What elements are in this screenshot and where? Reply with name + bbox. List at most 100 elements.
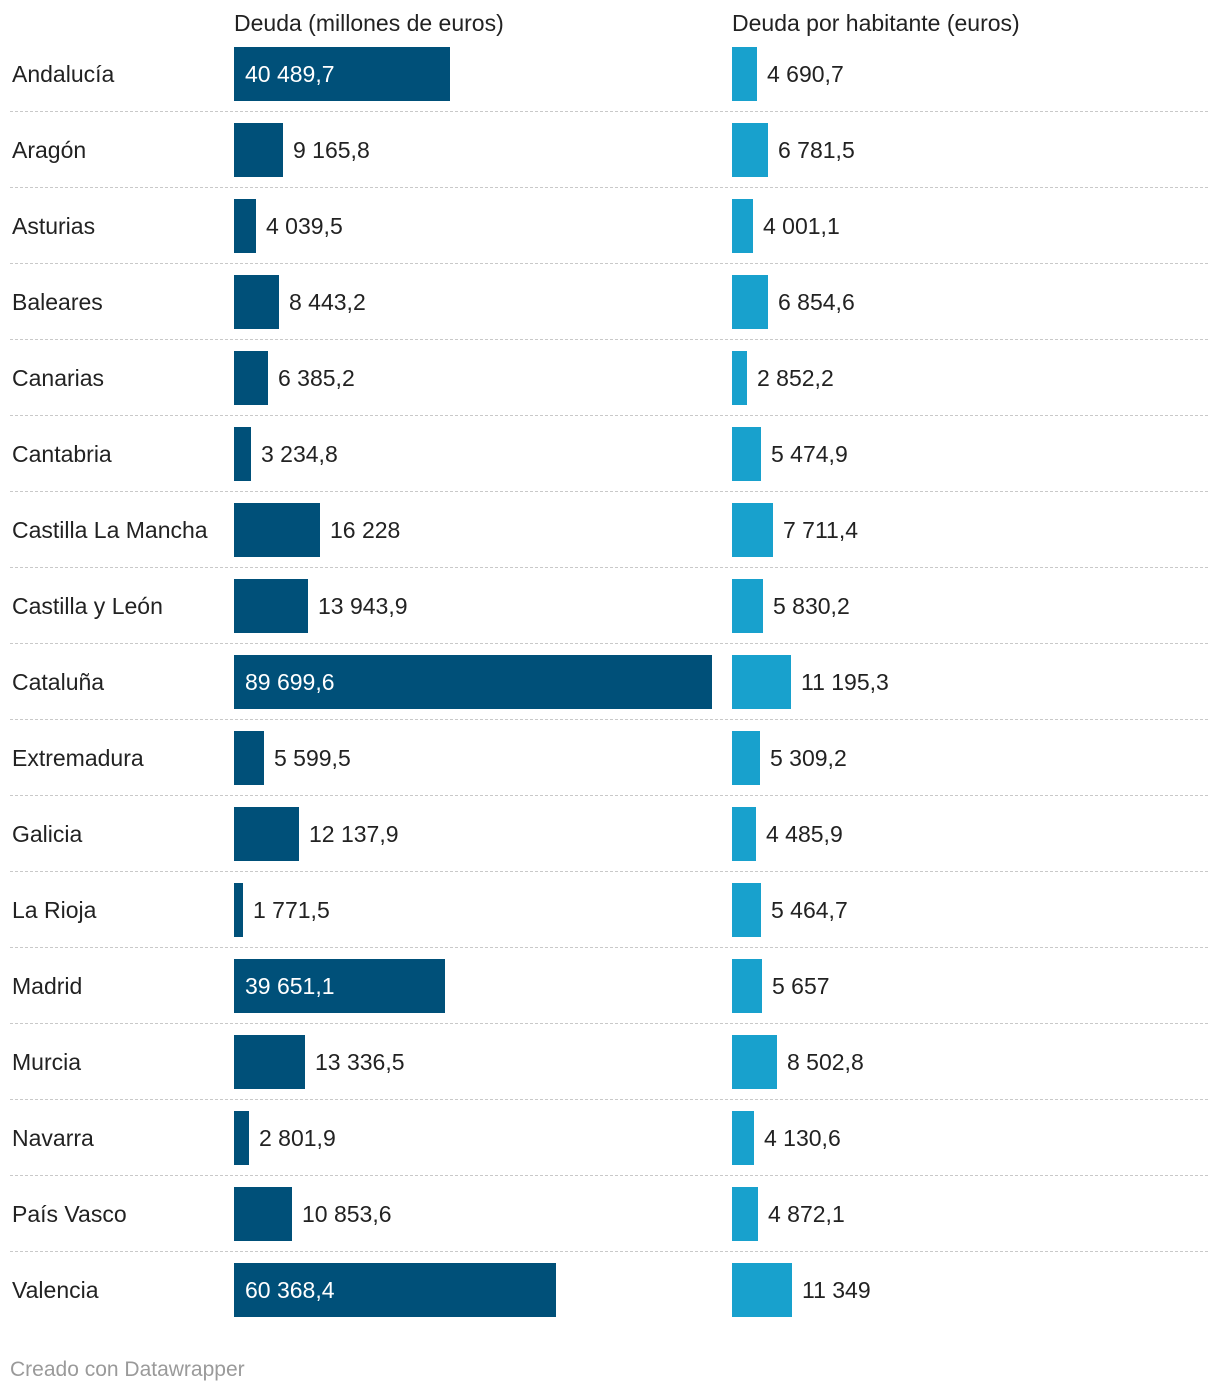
category-label: Castilla y León: [12, 593, 163, 619]
value-label-per-capita: 7 711,4: [783, 517, 859, 543]
bar-per-capita: [732, 1035, 777, 1089]
table-row: Madrid 39 651,1 5 657: [0, 948, 1220, 1024]
value-label-per-capita: 5 830,2: [773, 593, 850, 619]
value-label-debt: 9 165,8: [293, 137, 370, 163]
row-divider: [10, 339, 1208, 340]
category-label: Valencia: [12, 1277, 99, 1303]
value-label-per-capita: 5 309,2: [770, 745, 847, 771]
value-label-debt: 8 443,2: [289, 289, 366, 315]
row-divider: [10, 1251, 1208, 1252]
table-row: Baleares 8 443,2 6 854,6: [0, 264, 1220, 340]
bar-per-capita: [732, 123, 768, 177]
category-label: Aragón: [12, 137, 87, 163]
row-divider: [10, 1175, 1208, 1176]
value-label-per-capita: 2 852,2: [757, 365, 834, 391]
row-divider: [10, 1023, 1208, 1024]
value-label-debt: 40 489,7: [245, 61, 335, 87]
value-label-per-capita: 4 690,7: [767, 61, 844, 87]
bar-per-capita: [732, 47, 757, 101]
bar-debt: [234, 807, 299, 861]
bar-per-capita: [732, 883, 761, 937]
category-label: Asturias: [12, 213, 96, 239]
value-label-debt: 39 651,1: [245, 973, 335, 999]
category-label: País Vasco: [12, 1201, 127, 1227]
table-row: Extremadura 5 599,5 5 309,2: [0, 720, 1220, 796]
column-header-debt: Deuda (millones de euros): [234, 10, 504, 36]
value-label-debt: 60 368,4: [245, 1277, 335, 1303]
value-label-debt: 13 336,5: [315, 1049, 405, 1075]
table-row: Castilla y León 13 943,9 5 830,2: [0, 568, 1220, 644]
value-label-per-capita: 4 001,1: [763, 213, 840, 239]
value-label-debt: 5 599,5: [274, 745, 351, 771]
bar-per-capita: [732, 427, 761, 481]
table-row: Cantabria 3 234,8 5 474,9: [0, 416, 1220, 492]
value-label-per-capita: 8 502,8: [787, 1049, 864, 1075]
category-label: Madrid: [12, 973, 83, 999]
row-divider: [10, 795, 1208, 796]
value-label-per-capita: 5 657: [772, 973, 830, 999]
value-label-debt: 2 801,9: [259, 1125, 336, 1151]
value-label-debt: 4 039,5: [266, 213, 343, 239]
bar-per-capita: [732, 579, 763, 633]
bar-debt: [234, 351, 268, 405]
row-divider: [10, 263, 1208, 264]
value-label-debt: 10 853,6: [302, 1201, 392, 1227]
column-header-per-capita: Deuda por habitante (euros): [732, 10, 1020, 36]
bar-debt: [234, 579, 308, 633]
bar-debt: [234, 731, 264, 785]
footer-credit: Creado con Datawrapper: [10, 1358, 245, 1381]
bar-per-capita: [732, 959, 762, 1013]
table-row: Navarra 2 801,9 4 130,6: [0, 1100, 1220, 1176]
value-label-debt: 1 771,5: [253, 897, 330, 923]
value-label-debt: 3 234,8: [261, 441, 338, 467]
table-row: Murcia 13 336,5 8 502,8: [0, 1024, 1220, 1100]
table-row: Castilla La Mancha 16 228 7 711,4: [0, 492, 1220, 568]
table-row: Canarias 6 385,2 2 852,2: [0, 340, 1220, 416]
row-divider: [10, 491, 1208, 492]
row-divider: [10, 719, 1208, 720]
value-label-debt: 6 385,2: [278, 365, 355, 391]
bar-debt: [234, 123, 283, 177]
category-label: Castilla La Mancha: [12, 517, 208, 543]
bar-per-capita: [732, 503, 773, 557]
bar-per-capita: [732, 655, 791, 709]
row-divider: [10, 1099, 1208, 1100]
value-label-debt: 89 699,6: [245, 669, 335, 695]
bar-per-capita: [732, 807, 756, 861]
table-row: Galicia 12 137,9 4 485,9: [0, 796, 1220, 872]
bar-debt: [234, 427, 251, 481]
bar-debt: [234, 275, 279, 329]
row-divider: [10, 415, 1208, 416]
bar-per-capita: [732, 731, 760, 785]
category-label: Cataluña: [12, 669, 105, 695]
category-label: Cantabria: [12, 441, 112, 467]
bar-debt: [234, 959, 445, 1013]
bar-debt: [234, 1035, 305, 1089]
bar-per-capita: [732, 1187, 758, 1241]
value-label-per-capita: 11 195,3: [801, 669, 889, 695]
bar-debt: [234, 503, 320, 557]
row-divider: [10, 871, 1208, 872]
row-divider: [10, 947, 1208, 948]
category-label: Extremadura: [12, 745, 144, 771]
table-row: Cataluña 89 699,6 11 195,3: [0, 644, 1220, 720]
bar-per-capita: [732, 1111, 754, 1165]
category-label: Galicia: [12, 821, 83, 847]
row-divider: [10, 111, 1208, 112]
table-row: Valencia 60 368,4 11 349: [0, 1252, 1220, 1328]
table-row: La Rioja 1 771,5 5 464,7: [0, 872, 1220, 948]
value-label-per-capita: 5 474,9: [771, 441, 848, 467]
bar-per-capita: [732, 351, 747, 405]
bar-debt: [234, 1111, 249, 1165]
bar-per-capita: [732, 1263, 792, 1317]
row-divider: [10, 567, 1208, 568]
bar-debt: [234, 883, 243, 937]
table-row: Andalucía 40 489,7 4 690,7: [0, 36, 1220, 112]
value-label-debt: 12 137,9: [309, 821, 399, 847]
category-label: Baleares: [12, 289, 103, 315]
value-label-per-capita: 6 781,5: [778, 137, 855, 163]
bar-per-capita: [732, 199, 753, 253]
value-label-per-capita: 4 130,6: [764, 1125, 841, 1151]
value-label-per-capita: 11 349: [802, 1277, 871, 1303]
row-divider: [10, 187, 1208, 188]
